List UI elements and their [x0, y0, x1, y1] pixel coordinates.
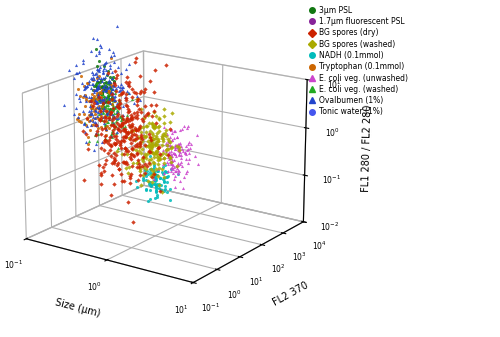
Legend: 3μm PSL, 1.7μm fluorescent PSL, BG spores (dry), BG spores (washed), NADH (0.1mm: 3μm PSL, 1.7μm fluorescent PSL, BG spore…	[308, 4, 410, 118]
X-axis label: Size (μm): Size (μm)	[54, 298, 102, 319]
Y-axis label: FL2 370: FL2 370	[271, 280, 310, 308]
